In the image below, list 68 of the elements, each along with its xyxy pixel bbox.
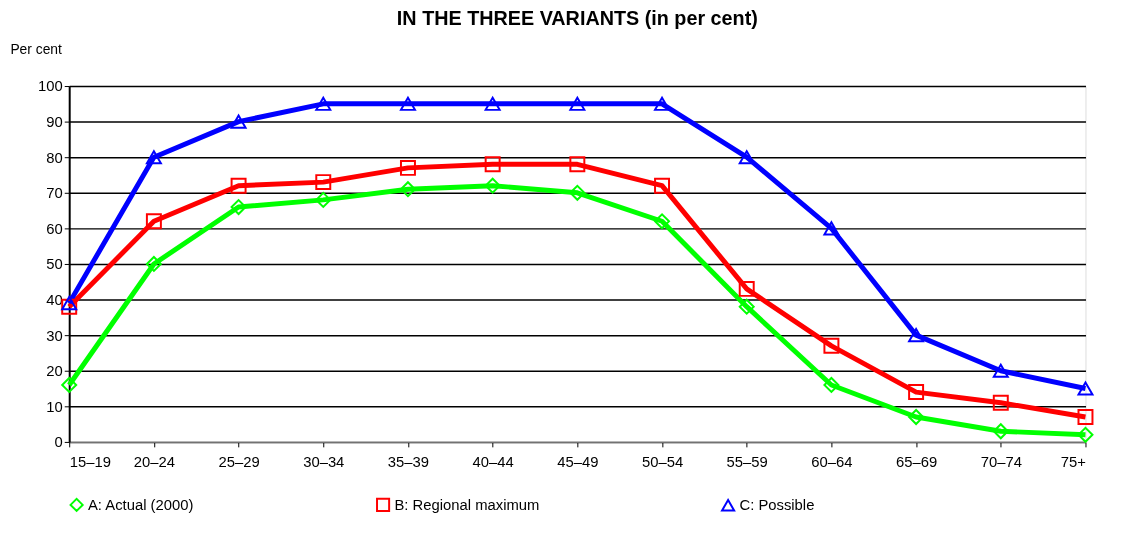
point [484, 177, 501, 194]
point [823, 221, 840, 236]
x-tick-label: 65–69 [895, 454, 938, 471]
y-tick-label: 100 [38, 78, 63, 95]
point [738, 298, 755, 315]
point [738, 280, 755, 297]
point [992, 423, 1009, 440]
point [315, 96, 332, 111]
point [399, 159, 416, 176]
y-tick-label: 40 [46, 292, 63, 308]
legend-label: C: Possible [739, 497, 815, 514]
y-tick-label: 70 [46, 185, 63, 202]
y-tick-label: 20 [46, 363, 63, 380]
point [484, 156, 501, 173]
point [654, 96, 671, 111]
point [569, 184, 586, 201]
point [230, 114, 247, 129]
point [908, 384, 925, 401]
y-tick-label: 60 [46, 220, 63, 237]
point [908, 328, 925, 343]
point [654, 177, 671, 194]
point [1077, 409, 1094, 425]
x-tick-label: 30–34 [303, 454, 345, 471]
y-tick-label: 10 [46, 398, 63, 415]
y-tick-label: 0 [54, 434, 63, 451]
point [315, 191, 332, 208]
point [61, 298, 78, 315]
x-tick-label: 60–64 [811, 454, 853, 471]
x-tick-label: 55–59 [726, 454, 768, 471]
x-tick-label: 40–44 [472, 454, 514, 471]
point [908, 409, 925, 425]
point [399, 181, 416, 198]
point [654, 213, 671, 230]
y-tick-label: 30 [46, 327, 63, 344]
x-tick-label: 20–24 [133, 454, 175, 471]
x-tick-label: 50–54 [641, 454, 684, 471]
point [823, 377, 840, 393]
point [145, 255, 162, 272]
point [230, 177, 247, 194]
point [992, 394, 1009, 411]
x-tick-label: 35–39 [387, 454, 430, 471]
x-tick-label: 75+ [1060, 454, 1086, 471]
point [823, 337, 840, 354]
x-tick-label: 45–49 [557, 454, 599, 471]
point [569, 156, 586, 173]
legend-label: B: Regional maximum [394, 496, 540, 513]
y-tick-label: 50 [46, 256, 63, 273]
x-tick-label: 70–74 [980, 454, 1022, 471]
y-axis-title: Per cent [10, 40, 63, 57]
x-tick-label: 25–29 [218, 454, 260, 471]
point [992, 363, 1009, 378]
point [484, 96, 501, 111]
point [230, 199, 247, 216]
point [399, 96, 416, 111]
point [315, 174, 332, 191]
y-tick-label: 80 [46, 149, 63, 166]
point [145, 150, 162, 165]
x-tick-label: 15–19 [69, 454, 111, 471]
legend-label: A: Actual (2000) [87, 496, 194, 513]
y-tick-label: 90 [46, 114, 63, 131]
point [61, 296, 78, 311]
chart-title: IN THE THREE VARIANTS (in per cent) [396, 6, 758, 29]
point [145, 213, 162, 230]
point [738, 150, 755, 165]
point [61, 377, 78, 393]
point [569, 96, 586, 111]
point [1077, 426, 1094, 443]
point [1077, 381, 1094, 396]
